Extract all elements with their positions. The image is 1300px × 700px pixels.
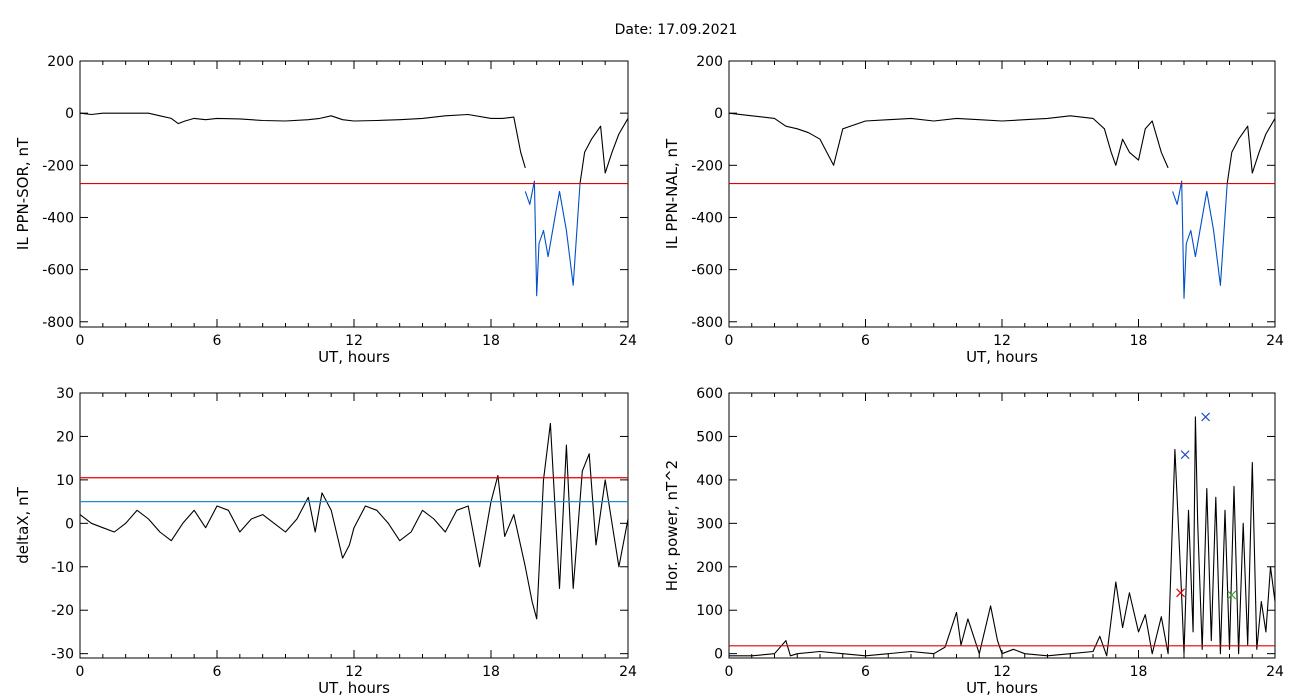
plot-frame: [79, 392, 629, 659]
x-tick-label: 24: [619, 333, 637, 349]
y-axis-label: IL PPN-NAL, nT: [663, 138, 681, 249]
y-tick-label: -400: [42, 210, 74, 226]
y-tick-label: -200: [42, 158, 74, 174]
series-line-0: [729, 112, 1169, 169]
chart-panel-bottom-right: 0 6 12 18 24 600 500 400 300 200 100 0 UT, hours Hor.…: [663, 386, 1284, 697]
y-tick-label: 200: [47, 54, 74, 70]
plot-area: [729, 112, 1275, 299]
plot-frame: [728, 60, 1276, 328]
series-line-2: [1226, 118, 1275, 184]
series-line-1: [524, 180, 581, 297]
y-tick-label: -20: [51, 603, 74, 619]
x-tick-label: 6: [213, 664, 222, 680]
y-tick-label: -400: [691, 210, 723, 226]
y-tick-label: 200: [696, 54, 723, 70]
x-tick-label: 12: [993, 664, 1011, 680]
x-tick-label: 18: [1130, 664, 1148, 680]
x-tick-label: 12: [993, 333, 1011, 349]
y-axis-label: deltaX, nT: [14, 486, 32, 563]
y-tick-label: 600: [696, 386, 723, 402]
y-tick-label: -200: [691, 158, 723, 174]
series-line-0: [729, 416, 1275, 657]
x-tick-label: 0: [725, 664, 734, 680]
marker-0: [1176, 588, 1186, 598]
x-tick-label: 12: [345, 664, 363, 680]
marker-stroke: [1227, 590, 1237, 600]
x-tick-label: 0: [725, 333, 734, 349]
figure-title: Date: 17.09.2021: [615, 22, 738, 38]
y-tick-label: 300: [696, 516, 723, 532]
marker-stroke: [1180, 450, 1190, 460]
y-tick-label: 0: [65, 106, 74, 122]
x-tick-label: 24: [1266, 664, 1284, 680]
y-tick-label: 30: [56, 386, 74, 402]
y-tick-label: -10: [51, 560, 74, 576]
plot-area: [80, 112, 628, 297]
x-tick-label: 6: [861, 664, 870, 680]
x-tick-label: 0: [76, 664, 85, 680]
series-line-1: [1172, 180, 1228, 299]
x-axis-label: UT, hours: [966, 348, 1038, 366]
x-tick-label: 12: [345, 333, 363, 349]
chart-panel-top-left: 0 6 12 18 24 200 0 -200 -400 -600 -800 UT, hours IL …: [14, 54, 637, 366]
x-tick-label: 6: [213, 333, 222, 349]
y-tick-label: 0: [65, 516, 74, 532]
plot-frame: [79, 60, 629, 328]
y-tick-label: -600: [42, 263, 74, 279]
x-tick-label: 18: [482, 664, 500, 680]
series-line-0: [80, 422, 628, 620]
x-tick-label: 18: [1130, 333, 1148, 349]
x-axis-label: UT, hours: [966, 679, 1038, 697]
marker-stroke: [1201, 412, 1211, 422]
marker-1: [1180, 450, 1190, 460]
marker-3: [1227, 590, 1237, 600]
plot-area: [729, 412, 1275, 657]
x-axis-label: UT, hours: [318, 679, 390, 697]
series-line-0: [80, 112, 526, 169]
y-tick-label: -30: [51, 647, 74, 663]
x-axis-label: UT, hours: [318, 348, 390, 366]
marker-stroke: [1176, 588, 1186, 598]
y-tick-label: -800: [42, 315, 74, 331]
y-axis-label: IL PPN-SOR, nT: [14, 137, 32, 250]
y-tick-label: 400: [696, 473, 723, 489]
chart-panel-top-right: 0 6 12 18 24 200 0 -200 -400 -600 -800 UT, hours IL …: [663, 54, 1284, 366]
y-tick-label: 200: [696, 560, 723, 576]
y-tick-label: 100: [696, 603, 723, 619]
y-axis-label: Hor. power, nT^2: [663, 460, 681, 591]
marker-2: [1201, 412, 1211, 422]
x-tick-label: 24: [619, 664, 637, 680]
y-tick-label: 10: [56, 473, 74, 489]
y-tick-label: -800: [691, 315, 723, 331]
plot-area: [80, 422, 628, 620]
x-tick-label: 6: [861, 333, 870, 349]
y-tick-label: 0: [714, 647, 723, 663]
x-tick-label: 0: [76, 333, 85, 349]
y-tick-label: 20: [56, 429, 74, 445]
chart-panel-bottom-left: 0 6 12 18 24 30 20 10 0 -10 -20 -30 UT, hours deltaX,…: [14, 386, 637, 697]
series-line-2: [579, 118, 628, 184]
y-tick-label: 0: [714, 106, 723, 122]
x-tick-label: 24: [1266, 333, 1284, 349]
y-tick-label: 500: [696, 429, 723, 445]
y-tick-label: -600: [691, 263, 723, 279]
x-tick-label: 18: [482, 333, 500, 349]
